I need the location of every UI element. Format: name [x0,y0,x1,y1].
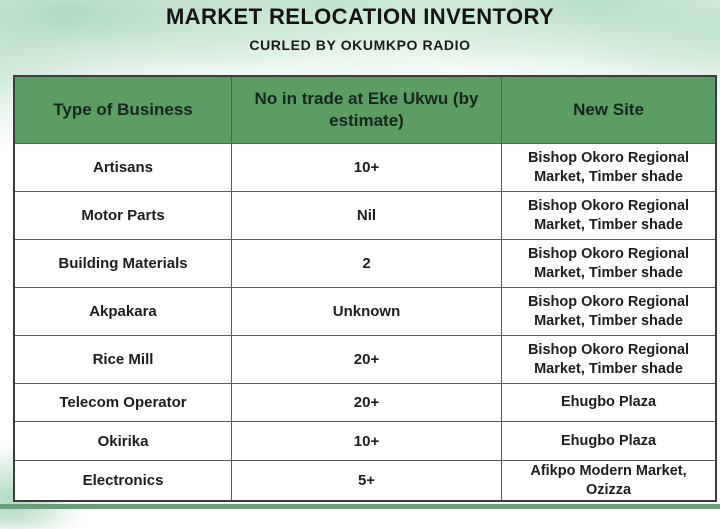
header-new-site: New Site [501,77,715,143]
cell-new-site: Bishop Okoro Regional Market, Timber sha… [501,336,715,383]
inventory-table: Type of Business No in trade at Eke Ukwu… [13,75,717,502]
table-row: Artisans 10+ Bishop Okoro Regional Marke… [15,143,715,191]
cell-count: Nil [231,192,501,239]
table-row: Telecom Operator 20+ Ehugbo Plaza [15,383,715,421]
table-row: Akpakara Unknown Bishop Okoro Regional M… [15,287,715,335]
table-row: Motor Parts Nil Bishop Okoro Regional Ma… [15,191,715,239]
cell-count: 20+ [231,336,501,383]
cell-business: Motor Parts [81,207,165,224]
cell-new-site: Bishop Okoro Regional Market, Timber sha… [501,144,715,191]
cell-new-site: Afikpo Modern Market, Ozizza [501,461,715,500]
header-no-in-trade: No in trade at Eke Ukwu (by estimate) [231,77,501,143]
cell-new-site: Bishop Okoro Regional Market, Timber sha… [501,240,715,287]
bottom-accent-bar [0,504,720,509]
cell-new-site: Ehugbo Plaza [501,422,715,460]
cell-new-site: Bishop Okoro Regional Market, Timber sha… [501,192,715,239]
header-type-of-business: Type of Business [53,99,193,119]
page-subtitle: CURLED BY OKUMKPO RADIO [249,37,471,53]
cell-count: 5+ [231,461,501,500]
cell-business: Telecom Operator [59,394,187,411]
page-title: MARKET RELOCATION INVENTORY [165,4,555,29]
table-row: Rice Mill 20+ Bishop Okoro Regional Mark… [15,335,715,383]
cell-business: Okirika [97,432,149,450]
cell-business: Artisans [92,159,154,176]
table-row: Building Materials 2 Bishop Okoro Region… [15,239,715,287]
cell-business: Building Materials [58,255,188,272]
cell-count: 2 [231,240,501,287]
cell-new-site: Bishop Okoro Regional Market, Timber sha… [501,288,715,335]
cell-business: Electronics [82,472,164,489]
cell-count: 20+ [231,384,501,421]
cell-count: 10+ [231,422,501,460]
table-header-row: Type of Business No in trade at Eke Ukwu… [15,77,715,143]
table-row: Okirika 10+ Ehugbo Plaza [15,421,715,460]
cell-business: Rice Mill [92,351,154,368]
cell-count: Unknown [231,288,501,335]
cell-business: Akpakara [89,303,157,320]
cell-count: 10+ [231,144,501,191]
cell-new-site: Ehugbo Plaza [501,384,715,421]
table-row: Electronics 5+ Afikpo Modern Market, Ozi… [15,460,715,500]
